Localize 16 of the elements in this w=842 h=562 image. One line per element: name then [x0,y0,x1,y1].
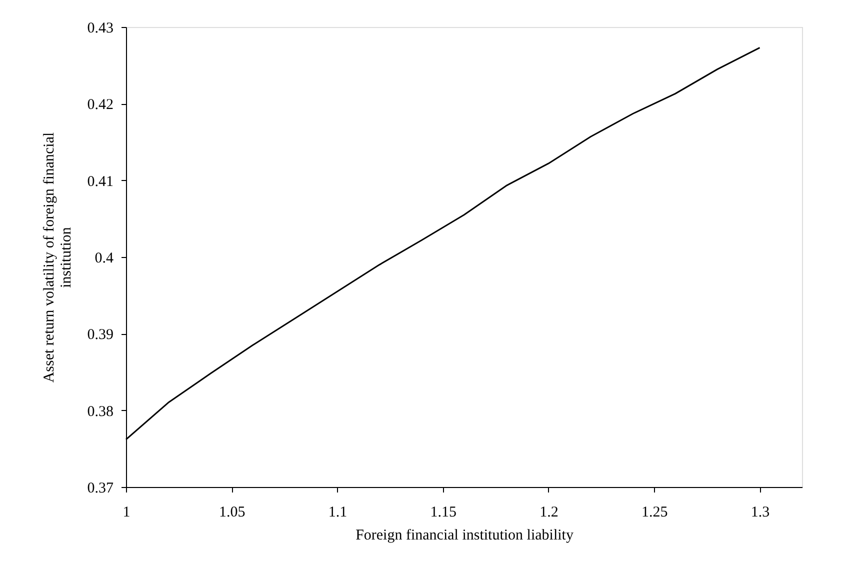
y-tick-label: 0.41 [87,174,114,190]
x-tick-label: 1.3 [750,504,770,520]
x-tick-label: 1 [122,504,130,520]
y-axis-title: Asset return volatility of foreign financial institution [41,132,74,383]
x-tick-label: 1.25 [642,504,668,520]
y-tick-label: 0.39 [87,327,114,344]
x-tick-label: 1.15 [430,504,456,520]
x-tick-label: 1.1 [328,504,348,520]
y-tick-label: 0.38 [87,404,114,420]
x-axis-title: Foreign financial institution liability [356,528,574,544]
y-tick-label: 0.43 [87,20,114,36]
y-tick-label: 0.42 [87,97,114,114]
y-tick-label: 0.4 [94,250,114,266]
x-tick-label: 1.2 [540,504,558,520]
y-tick-label: 0.37 [87,480,114,496]
x-tick-label: 1.05 [219,504,246,520]
